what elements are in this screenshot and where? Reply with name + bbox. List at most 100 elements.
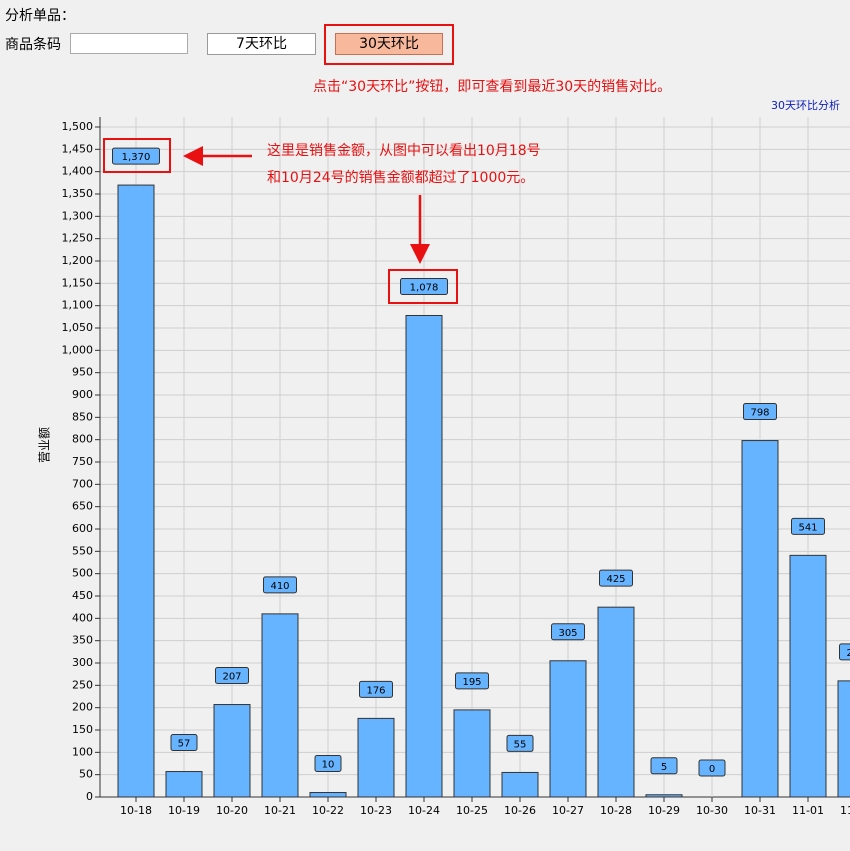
y-tick-label: 800 (72, 433, 93, 446)
x-tick-label: 10-21 (264, 804, 296, 817)
x-tick-label: 11-01 (792, 804, 824, 817)
value-label-box (314, 755, 342, 773)
y-tick-label: 1,500 (62, 120, 94, 133)
bar (789, 554, 827, 798)
y-tick-label: 1,200 (62, 254, 94, 267)
bar (453, 709, 491, 798)
value-label-box (400, 277, 448, 295)
value-label-box (791, 517, 825, 535)
bar (501, 771, 539, 798)
value-label-box (506, 734, 534, 752)
value-label-box (698, 759, 726, 777)
x-tick-label: 10-29 (648, 804, 680, 817)
barcode-input[interactable] (70, 33, 188, 54)
y-axis-label: 营业额 (38, 427, 52, 463)
value-label-box (650, 757, 678, 775)
bar (261, 613, 299, 798)
x-tick-label: 10-28 (600, 804, 632, 817)
y-tick-label: 500 (72, 567, 93, 580)
y-tick-label: 300 (72, 656, 93, 669)
y-tick-label: 1,100 (62, 299, 94, 312)
value-label-box (170, 734, 198, 752)
x-tick-label: 10-20 (216, 804, 248, 817)
y-tick-label: 1,350 (62, 187, 94, 200)
bar (309, 792, 347, 798)
bar (645, 794, 683, 798)
value-label-box (599, 569, 633, 587)
bar (213, 704, 251, 798)
chart-link[interactable]: 30天环比分析 (771, 99, 840, 112)
x-tick-label: 10-23 (360, 804, 392, 817)
value-label-box (743, 403, 777, 421)
value-label: 10 (322, 760, 335, 771)
bar (549, 660, 587, 798)
bar (837, 680, 850, 798)
button-7day[interactable]: 7天环比 (207, 33, 316, 55)
y-tick-label: 1,450 (62, 142, 94, 155)
bar (165, 771, 203, 798)
y-tick-label: 0 (86, 790, 93, 803)
y-tick-label: 100 (72, 745, 93, 758)
y-tick-label: 450 (72, 589, 93, 602)
y-tick-label: 250 (72, 678, 93, 691)
y-tick-label: 900 (72, 388, 93, 401)
value-label: 1,078 (410, 282, 439, 293)
y-tick-label: 850 (72, 410, 93, 423)
value-label: 207 (222, 672, 241, 683)
bar (597, 606, 635, 798)
value-label: 425 (606, 574, 625, 585)
x-tick-label: 10-26 (504, 804, 536, 817)
hint-text: 点击“30天环比”按钮，即可查看到最近30天的销售对比。 (313, 79, 672, 95)
y-tick-label: 550 (72, 544, 93, 557)
value-label-box (551, 623, 585, 641)
value-label: 1,370 (122, 152, 151, 163)
value-label-box (263, 576, 297, 594)
value-label: 305 (558, 628, 577, 639)
value-label: 55 (514, 739, 527, 750)
y-tick-label: 200 (72, 701, 93, 714)
x-tick-label: 10-25 (456, 804, 488, 817)
x-tick-label: 11-02 (840, 804, 850, 817)
value-label: 0 (709, 764, 715, 775)
x-tick-label: 10-18 (120, 804, 152, 817)
value-label: 260 (846, 648, 850, 659)
value-label: 410 (270, 581, 289, 592)
bar (405, 314, 443, 798)
annotation: 这里是销售金额，从图中可以看出10月18号 (267, 142, 541, 159)
y-tick-label: 150 (72, 723, 93, 736)
value-label-box (112, 147, 160, 165)
y-tick-label: 650 (72, 500, 93, 513)
bar (117, 184, 155, 798)
y-tick-label: 400 (72, 611, 93, 624)
value-label-box (839, 643, 850, 661)
value-label-box (359, 680, 393, 698)
value-label: 57 (178, 739, 191, 750)
value-label: 5 (661, 762, 667, 773)
highlight-box (103, 138, 171, 173)
annotation: 和10月24号的销售金额都超过了1000元。 (267, 170, 534, 186)
y-tick-label: 1,050 (62, 321, 94, 334)
value-label-box (455, 672, 489, 690)
highlight-box (324, 24, 454, 65)
bar (741, 440, 779, 798)
value-label: 798 (750, 408, 769, 419)
value-label: 176 (366, 685, 385, 696)
y-tick-label: 350 (72, 634, 93, 647)
y-tick-label: 600 (72, 522, 93, 535)
y-tick-label: 750 (72, 455, 93, 468)
value-label-box (215, 667, 249, 685)
title: 分析单品： (5, 8, 75, 24)
x-tick-label: 10-24 (408, 804, 440, 817)
y-tick-label: 1,400 (62, 165, 94, 178)
highlight-box (388, 269, 458, 304)
y-tick-label: 1,300 (62, 209, 94, 222)
value-label: 195 (462, 677, 481, 688)
x-tick-label: 10-31 (744, 804, 776, 817)
y-tick-label: 700 (72, 477, 93, 490)
barcode-label: 商品条码 (5, 37, 61, 53)
button-30day[interactable]: 30天环比 (335, 33, 443, 55)
y-tick-label: 950 (72, 366, 93, 379)
x-tick-label: 10-30 (696, 804, 728, 817)
